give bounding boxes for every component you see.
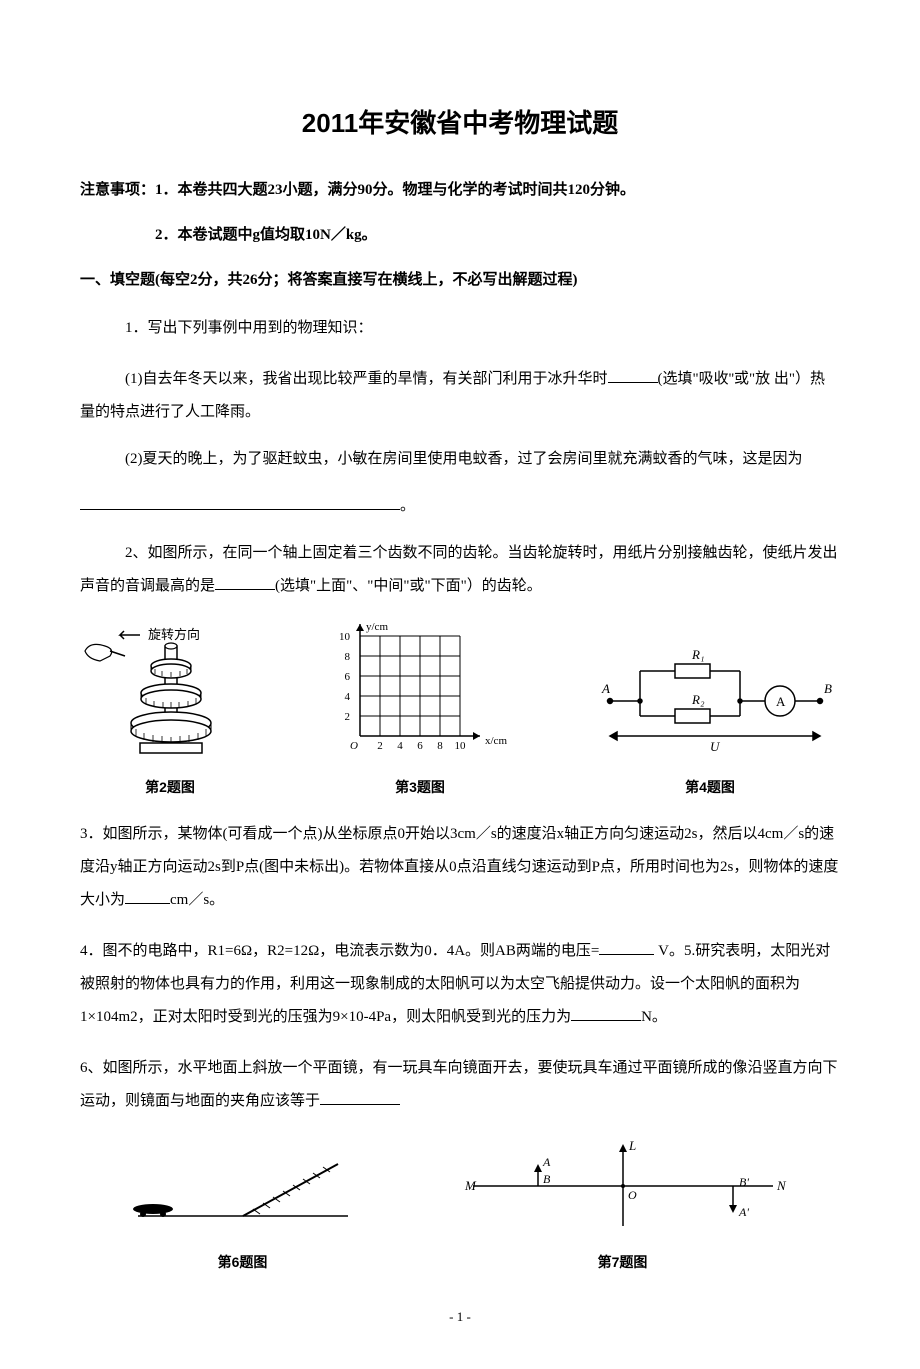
- figure-2: 旋转方向: [80, 621, 260, 800]
- q6-text-a: 6、如图所示，水平地面上斜放一个平面镜，有一玩具车向镜面开去，要使玩具车通过平面…: [80, 1060, 838, 1109]
- xtick-4: 4: [397, 740, 403, 752]
- notice-line-2: 2．本卷试题中g值均取10N／kg。: [80, 222, 840, 249]
- circuit-diagram: R₁ R₂ A A B U: [580, 641, 840, 761]
- r1-label: R₁: [691, 647, 704, 662]
- notice-line-1: 注意事项：1．本卷共四大题23小题，满分90分。物理与化学的考试时间共120分钟…: [80, 177, 840, 204]
- q4-text-a: 4．图不的电路中，R1=6Ω，R2=12Ω，电流表示数为0．4A。则AB两端的电…: [80, 943, 599, 959]
- q4-text-c: N。: [641, 1009, 667, 1025]
- l-label: L: [628, 1138, 636, 1153]
- fig2-caption: 第2题图: [80, 775, 260, 800]
- q6: 6、如图所示，水平地面上斜放一个平面镜，有一玩具车向镜面开去，要使玩具车通过平面…: [80, 1052, 840, 1118]
- xtick-8: 8: [437, 740, 443, 752]
- ammeter-label: A: [776, 694, 786, 709]
- origin-label: O: [350, 740, 358, 752]
- xtick-10: 10: [455, 740, 467, 752]
- ytick-10: 10: [339, 631, 351, 643]
- gear-top: [151, 659, 191, 678]
- page-number: - 1 -: [80, 1305, 840, 1328]
- q1-sub1: (1)自去年冬天以来，我省出现比较严重的旱情，有关部门利用于冰升华时(选填"吸收…: [80, 363, 840, 429]
- figure-3: 2 4 6 8 10 2 4 6 8 10 O x/cm y/cm 第3题图: [330, 621, 510, 800]
- xtick-2: 2: [377, 740, 383, 752]
- figure-row-234: 旋转方向: [80, 621, 840, 800]
- ytick-8: 8: [345, 651, 351, 663]
- fig6-caption: 第6题图: [128, 1250, 358, 1275]
- mirror-car-diagram: [128, 1146, 358, 1236]
- b-label: B: [543, 1172, 551, 1186]
- q1-1-blank: [608, 368, 658, 383]
- fig3-caption: 第3题图: [330, 775, 510, 800]
- rotation-label: 旋转方向: [148, 627, 200, 642]
- q3: 3．如图所示，某物体(可看成一个点)从坐标原点0开始以3cm／s的速度沿x轴正方…: [80, 818, 840, 917]
- q2: 2、如图所示，在同一个轴上固定着三个齿数不同的齿轮。当齿轮旋转时，用纸片分别接触…: [80, 537, 840, 603]
- gear-diagram: 旋转方向: [80, 621, 260, 761]
- fig4-caption: 第4题图: [580, 775, 840, 800]
- ytick-2: 2: [345, 711, 351, 723]
- q3-blank: [125, 889, 170, 904]
- u-label: U: [710, 739, 721, 754]
- xlabel: x/cm: [485, 735, 507, 747]
- node-b-label: B: [824, 681, 832, 696]
- optical-axis-diagram: M N L A B B' A' O: [453, 1136, 793, 1236]
- q1-2-blank: [80, 495, 400, 510]
- r2-label: R₂: [691, 692, 705, 707]
- q4-blank: [599, 940, 654, 955]
- q1-2-text-b: 。: [400, 498, 415, 514]
- figure-4: R₁ R₂ A A B U 第4题图: [580, 641, 840, 800]
- node-a-label: A: [601, 681, 610, 696]
- m-label: M: [464, 1178, 477, 1193]
- q2-text-b: (选填"上面"、"中间"或"下面"）的齿轮。: [275, 578, 542, 594]
- q3-text-b: cm／s。: [170, 892, 224, 908]
- q1-sub2-cont: 。: [80, 490, 840, 523]
- figure-row-67: 第6题图 M N L A B B' A' O 第7题图: [80, 1136, 840, 1275]
- q1-1-text-a: (1)自去年冬天以来，我省出现比较严重的旱情，有关部门利用于冰升华时: [125, 371, 608, 387]
- exam-title: 2011年安徽省中考物理试题: [80, 100, 840, 147]
- ylabel: y/cm: [366, 621, 388, 633]
- q1-2-text-a: (2)夏天的晚上，为了驱赶蚊虫，小敏在房间里使用电蚊香，过了会房间里就充满蚊香的…: [125, 451, 803, 467]
- ytick-4: 4: [345, 691, 351, 703]
- section-1-header: 一、填空题(每空2分，共26分；将答案直接写在横线上，不必写出解题过程): [80, 267, 840, 294]
- ytick-6: 6: [345, 671, 351, 683]
- q4-q5: 4．图不的电路中，R1=6Ω，R2=12Ω，电流表示数为0．4A。则AB两端的电…: [80, 935, 840, 1034]
- figure-6: 第6题图: [128, 1146, 358, 1275]
- o-label: O: [628, 1188, 637, 1202]
- n-label: N: [776, 1178, 787, 1193]
- bp-label: B': [739, 1175, 749, 1189]
- q5-blank: [571, 1006, 641, 1021]
- a-label: A: [542, 1155, 551, 1169]
- figure-7: M N L A B B' A' O 第7题图: [453, 1136, 793, 1275]
- ap-label: A': [738, 1205, 749, 1219]
- coordinate-grid: 2 4 6 8 10 2 4 6 8 10 O x/cm y/cm: [330, 621, 510, 761]
- gear-middle: [141, 684, 201, 708]
- xtick-6: 6: [417, 740, 423, 752]
- q1-sub2: (2)夏天的晚上，为了驱赶蚊虫，小敏在房间里使用电蚊香，过了会房间里就充满蚊香的…: [80, 443, 840, 476]
- q1-intro: 1．写出下列事例中用到的物理知识：: [80, 312, 840, 345]
- q2-blank: [215, 575, 275, 590]
- fig7-caption: 第7题图: [453, 1250, 793, 1275]
- q6-blank: [320, 1090, 400, 1105]
- gear-bottom: [131, 712, 211, 744]
